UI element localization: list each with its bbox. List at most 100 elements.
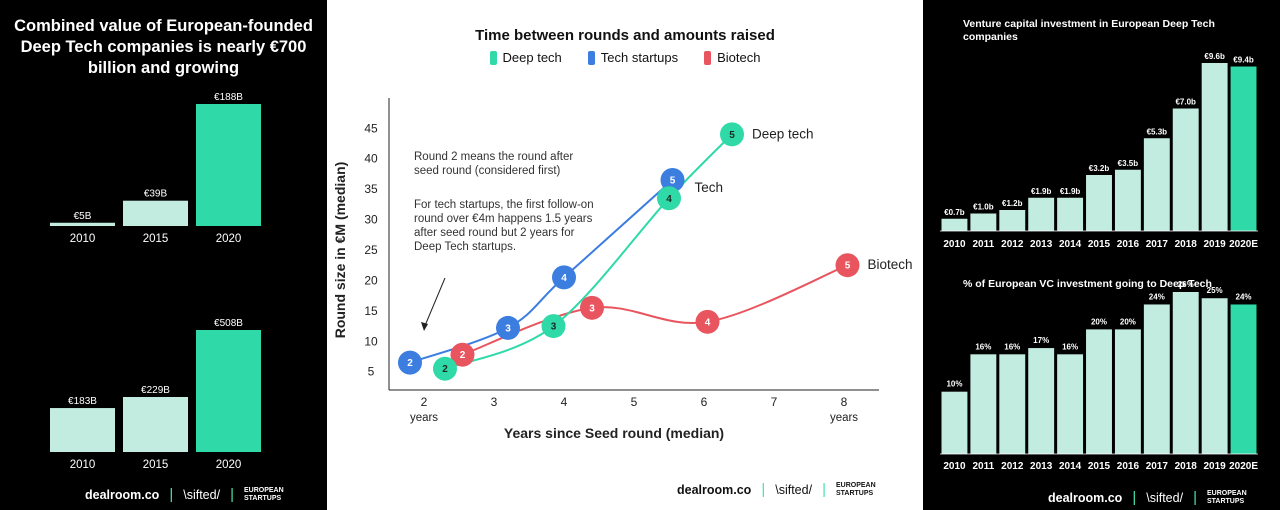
series-point	[580, 295, 604, 320]
vc-share-data-label: 24%	[1149, 292, 1165, 301]
y-tick-label: 25	[364, 243, 378, 257]
vc-share-bar	[970, 354, 997, 454]
vc-investment-tick-label: 2020E	[1229, 239, 1258, 250]
value-chart-b-data-label: €229B	[141, 385, 170, 396]
vc-investment-data-label: €1.9b	[1060, 187, 1081, 196]
series-point	[552, 265, 576, 290]
series-point-label: 2	[442, 364, 448, 375]
y-tick-label: 10	[364, 334, 378, 348]
x-sub-label-last: years	[830, 412, 858, 424]
vc-investment-data-label: €5.3b	[1147, 127, 1168, 136]
vc-investment-bar	[1114, 169, 1141, 231]
dealroom-logo: dealroom.co	[85, 487, 160, 502]
vc-share-data-label: 10%	[946, 380, 962, 389]
vc-share-bar	[1143, 304, 1170, 454]
legend-item-deep-tech: Deep tech	[489, 50, 562, 65]
y-tick-label: 15	[364, 304, 378, 318]
series-point-label: 4	[666, 194, 672, 205]
series-end-label: Deep tech	[752, 126, 814, 141]
vc-investment-tick-label: 2019	[1204, 239, 1227, 250]
vc-share-bar	[941, 391, 968, 454]
dealroom-logo: dealroom.co	[1048, 490, 1123, 505]
left-panel: Combined value of European-founded Deep …	[0, 0, 327, 510]
series-point-label: 2	[460, 350, 466, 361]
series-point	[541, 314, 566, 339]
series-point	[720, 122, 744, 147]
vc-share-bar	[1114, 329, 1141, 454]
vc-investment-tick-label: 2013	[1030, 239, 1053, 250]
value-chart-a-tick-label: 2010	[70, 233, 96, 245]
series-point-label: 5	[670, 176, 676, 187]
x-sub-label-first: years	[410, 412, 438, 424]
vc-share-bar	[999, 354, 1026, 454]
right-footer: dealroom.co | \sifted/ | EUROPEAN STARTU…	[1048, 489, 1257, 506]
vc-share-tick-label: 2013	[1030, 461, 1053, 472]
vc-share-data-label: 16%	[1004, 342, 1020, 351]
vc-share-data-label: 16%	[1062, 342, 1078, 351]
x-tick-label: 2	[421, 395, 428, 409]
value-chart-b-data-label: €508B	[214, 318, 243, 329]
value-chart-b-tick-label: 2015	[143, 459, 169, 471]
y-tick-label: 5	[368, 365, 375, 379]
y-tick-label: 40	[364, 152, 378, 166]
vc-share-tick-label: 2010	[943, 461, 966, 472]
vc-investment-title: Venture capital investment in European D…	[963, 18, 1215, 43]
x-axis-title: Years since Seed round (median)	[504, 425, 724, 441]
series-point-label: 4	[705, 317, 711, 328]
vc-investment-bar	[970, 213, 997, 231]
vc-investment-data-label: €3.2b	[1089, 164, 1110, 173]
sifted-logo: \sifted/	[775, 482, 813, 497]
y-tick-label: 45	[364, 121, 378, 135]
vc-investment-bar	[1086, 175, 1112, 231]
dealroom-logo: dealroom.co	[677, 482, 752, 497]
series-line-0	[444, 133, 733, 370]
right-panel: Venture capital investment in European D…	[923, 0, 1280, 510]
vc-share-tick-label: 2018	[1175, 461, 1198, 472]
legend-item-biotech: Biotech	[704, 50, 760, 65]
vc-share-data-label: 17%	[1033, 336, 1049, 345]
series-point-label: 3	[551, 322, 557, 333]
value-chart-b-bar	[196, 330, 261, 452]
vc-investment-tick-label: 2010	[943, 239, 966, 250]
y-tick-label: 35	[364, 182, 378, 196]
value-chart-b-tick-label: 2010	[70, 459, 96, 471]
vc-share-bar	[1028, 348, 1055, 454]
vc-investment-bar	[1201, 63, 1228, 231]
value-chart-b-tick-label: 2020	[216, 459, 242, 471]
vc-bar-charts: €0.7b 2010 €1.0b 2011 €1.2b 2012 €1.9b 2013 €1.9…	[940, 52, 1258, 472]
vc-share-bar	[1172, 292, 1199, 454]
series-point-label: 5	[845, 261, 851, 272]
vc-investment-data-label: €9.4b	[1233, 56, 1254, 65]
y-tick-label: 20	[364, 273, 378, 287]
value-chart-a-bar	[123, 200, 188, 226]
european-startups-logo: EUROPEAN STARTUPS	[243, 486, 284, 502]
sifted-logo: \sifted/	[183, 487, 221, 502]
value-chart-b-bar	[123, 397, 188, 452]
annotation-arrow	[423, 277, 446, 329]
series-end-label: Tech	[695, 180, 724, 195]
vc-share-data-label: 20%	[1091, 317, 1107, 326]
vc-share-tick-label: 2019	[1204, 461, 1227, 472]
left-footer: dealroom.co | \sifted/ | EUROPEAN STARTU…	[85, 486, 294, 503]
y-tick-label: 30	[364, 213, 378, 227]
series-point-label: 5	[729, 130, 735, 141]
vc-share-tick-label: 2016	[1117, 461, 1140, 472]
vc-share-tick-label: 2020E	[1229, 461, 1258, 472]
series-point-label: 4	[561, 273, 567, 284]
vc-share-data-label: 16%	[975, 342, 991, 351]
value-chart-a-data-label: €188B	[214, 92, 243, 103]
vc-share-bar	[1230, 304, 1257, 454]
vc-investment-tick-label: 2014	[1059, 239, 1082, 250]
vc-investment-tick-label: 2016	[1117, 239, 1140, 250]
series-end-label: Biotech	[868, 257, 913, 272]
legend-item-tech-startups: Tech startups	[587, 50, 678, 65]
vc-share-tick-label: 2014	[1059, 461, 1082, 472]
series-point	[398, 350, 422, 375]
vc-share-data-label: 24%	[1236, 292, 1252, 301]
value-chart-a-data-label: €39B	[144, 189, 168, 200]
line-chart-legend: Deep tech Tech startups Biotech	[327, 50, 923, 65]
x-tick-label: 6	[701, 395, 708, 409]
vc-investment-bar	[999, 210, 1026, 231]
series-point-label: 3	[505, 323, 511, 334]
